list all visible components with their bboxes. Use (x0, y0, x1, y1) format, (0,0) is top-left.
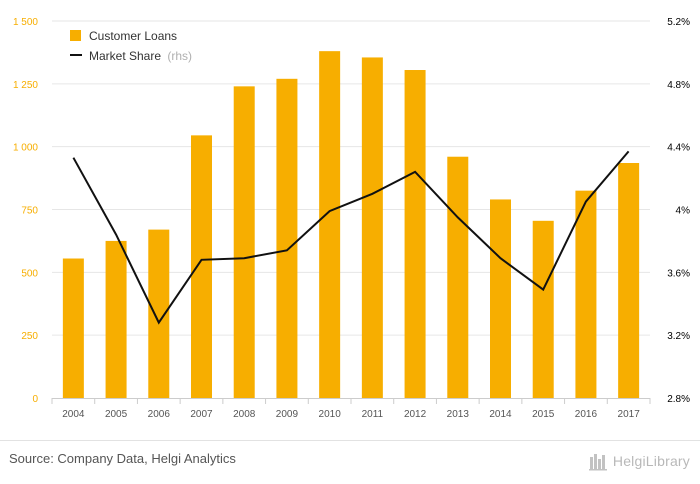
x-tick-label: 2014 (489, 409, 512, 420)
legend-label-rhs-suffix: (rhs) (167, 49, 192, 63)
y-left-tick-label: 500 (21, 268, 38, 279)
x-tick-label: 2011 (362, 409, 384, 420)
x-tick-label: 2004 (62, 409, 85, 420)
x-tick-label: 2008 (233, 409, 256, 420)
x-tick-label: 2007 (190, 409, 213, 420)
y-left-tick-label: 0 (32, 394, 38, 405)
x-tick-label: 2015 (532, 409, 555, 420)
y-left-tick-label: 1 000 (13, 143, 38, 154)
bar-2013 (447, 157, 468, 398)
y-left-tick-label: 1 250 (13, 80, 38, 91)
bar-2007 (191, 135, 212, 398)
bar-2012 (405, 70, 426, 398)
x-tick-label: 2005 (105, 409, 128, 420)
y-left-tick-label: 1 500 (13, 17, 38, 28)
legend-label-customer-loans: Customer Loans (89, 29, 177, 43)
bar-2016 (575, 191, 596, 398)
x-tick-label: 2012 (404, 409, 427, 420)
bar-2015 (533, 221, 554, 398)
y-left-tick-label: 250 (21, 331, 38, 342)
x-tick-label: 2017 (618, 409, 641, 420)
y-axis-right: 2.8% 3.2% 3.6% 4% 4.4% 4.8% 5.2% (667, 17, 690, 405)
bar-2006 (148, 230, 169, 398)
svg-text:Market Share (rhs): Market Share (rhs) (89, 49, 192, 63)
footer: Source: Company Data, Helgi Analytics He… (0, 440, 700, 484)
y-right-tick-label: 4% (676, 206, 691, 217)
bar-2004 (63, 259, 84, 398)
x-axis: 2004 2005 2006 2007 2008 2009 2010 2011 2012 2013… (52, 398, 650, 420)
bar-series-customer-loans (63, 51, 639, 398)
bar-2010 (319, 51, 340, 398)
y-left-tick-label: 750 (21, 206, 38, 217)
x-tick-label: 2013 (447, 409, 470, 420)
y-right-tick-label: 4.8% (667, 80, 690, 91)
x-tick-label: 2009 (276, 409, 299, 420)
y-right-tick-label: 5.2% (667, 17, 690, 28)
helgi-library-logo: HelgiLibrary (589, 448, 690, 474)
bar-2008 (234, 86, 255, 398)
x-tick-label: 2010 (319, 409, 342, 420)
bar-2009 (276, 79, 297, 398)
y-right-tick-label: 3.6% (667, 268, 690, 279)
legend-label-market-share: Market Share (89, 49, 161, 63)
bar-2011 (362, 57, 383, 398)
y-right-tick-label: 4.4% (667, 143, 690, 154)
y-right-tick-label: 3.2% (667, 331, 690, 342)
bar-2005 (106, 241, 127, 398)
y-right-tick-label: 2.8% (667, 394, 690, 405)
bar-2014 (490, 199, 511, 398)
logo-text: HelgiLibrary (613, 453, 690, 469)
library-icon (589, 451, 609, 471)
x-tick-label: 2016 (575, 409, 598, 420)
legend-swatch-customer-loans (70, 30, 81, 41)
x-tick-label: 2006 (148, 409, 171, 420)
source-note: Source: Company Data, Helgi Analytics (9, 451, 236, 466)
bar-2017 (618, 163, 639, 398)
legend: Customer Loans Market Share (rhs) (70, 29, 192, 63)
y-axis-left: 0 250 500 750 1 000 1 250 1 500 (13, 17, 38, 405)
